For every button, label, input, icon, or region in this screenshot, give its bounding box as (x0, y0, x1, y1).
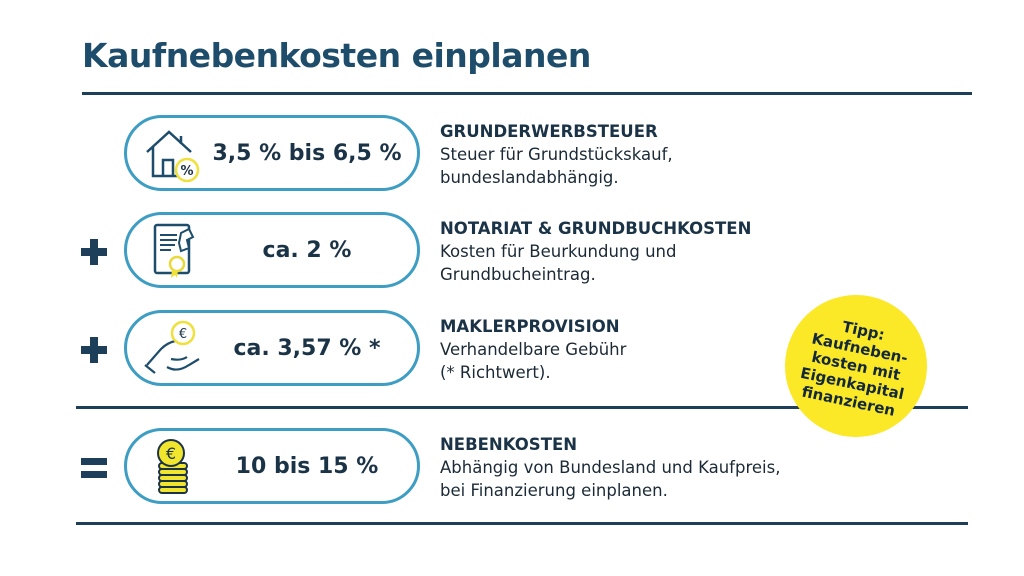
desc-line: bei Finanzierung einplanen. (440, 481, 668, 500)
desc-maklerprovision: MAKLERPROVISION Verhandelbare Gebühr (* … (440, 315, 626, 384)
value-maklerprovision: ca. 3,57 % * (233, 335, 381, 361)
desc-notariat: NOTARIAT & GRUNDBUCHKOSTEN Kosten für Be… (440, 217, 751, 286)
plus-icon (81, 239, 107, 265)
divider-top (82, 92, 972, 95)
plus-icon (81, 337, 107, 363)
heading-grunderwerbsteuer: GRUNDERWERBSTEUER (440, 122, 658, 141)
divider-bottom (76, 522, 968, 525)
pill-maklerprovision: € ca. 3,57 % * (124, 310, 420, 386)
value-grunderwerbsteuer: 3,5 % bis 6,5 % (212, 140, 402, 166)
hands-euro-icon: € (144, 320, 200, 374)
value-nebenkosten: 10 bis 15 % (235, 453, 379, 479)
page-title: Kaufnebenkosten einplanen (82, 36, 591, 75)
certificate-stamp-icon (153, 223, 195, 278)
desc-line: Grundbucheintrag. (440, 265, 596, 284)
desc-line: Abhängig von Bundesland und Kaufpreis, (440, 458, 781, 477)
tip-badge: Tipp: Kaufneben- kosten mit Eigenkapital… (771, 281, 941, 451)
desc-nebenkosten: NEBENKOSTEN Abhängig von Bundesland und … (440, 433, 780, 502)
value-notariat: ca. 2 % (262, 237, 352, 263)
desc-line: bundeslandabhängig. (440, 168, 619, 187)
divider-sum (76, 406, 968, 409)
heading-maklerprovision: MAKLERPROVISION (440, 317, 620, 336)
heading-notariat: NOTARIAT & GRUNDBUCHKOSTEN (440, 219, 752, 238)
pill-notariat: ca. 2 % (124, 212, 420, 288)
svg-text:€: € (166, 444, 176, 463)
svg-text:€: € (179, 327, 187, 342)
desc-grunderwerbsteuer: GRUNDERWERBSTEUER Steuer für Grundstücks… (440, 120, 673, 189)
heading-nebenkosten: NEBENKOSTEN (440, 435, 578, 454)
desc-line: Verhandelbare Gebühr (440, 340, 627, 359)
pill-grunderwerbsteuer: % 3,5 % bis 6,5 % (124, 115, 420, 191)
euro-coin-stack-icon: € (157, 439, 188, 494)
house-percent-icon: % (146, 130, 200, 183)
pill-nebenkosten: € 10 bis 15 % (124, 428, 420, 504)
svg-text:%: % (180, 164, 193, 179)
desc-line: Steuer für Grundstückskauf, (440, 145, 673, 164)
desc-line: Kosten für Beurkundung und (440, 242, 677, 261)
equals-icon (81, 458, 107, 478)
desc-line: (* Richtwert). (440, 363, 551, 382)
